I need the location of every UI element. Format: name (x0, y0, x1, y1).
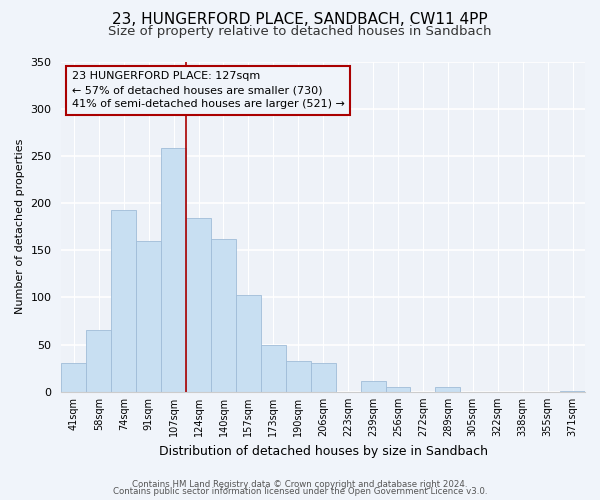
X-axis label: Distribution of detached houses by size in Sandbach: Distribution of detached houses by size … (159, 444, 488, 458)
Text: Contains public sector information licensed under the Open Government Licence v3: Contains public sector information licen… (113, 487, 487, 496)
Bar (161, 148, 186, 392)
Bar (136, 241, 161, 392)
Y-axis label: Number of detached properties: Number of detached properties (15, 139, 25, 314)
Bar (286, 360, 311, 392)
Bar (311, 364, 335, 392)
Bar (186, 218, 211, 392)
Text: 23, HUNGERFORD PLACE, SANDBACH, CW11 4PP: 23, HUNGERFORD PLACE, SANDBACH, CW11 4PP (112, 12, 488, 28)
Bar (361, 382, 386, 392)
Bar (560, 391, 585, 392)
Bar (436, 387, 460, 392)
Bar (211, 239, 236, 392)
Text: 23 HUNGERFORD PLACE: 127sqm
← 57% of detached houses are smaller (730)
41% of se: 23 HUNGERFORD PLACE: 127sqm ← 57% of det… (72, 72, 345, 110)
Bar (386, 387, 410, 392)
Text: Size of property relative to detached houses in Sandbach: Size of property relative to detached ho… (108, 25, 492, 38)
Bar (261, 344, 286, 392)
Bar (236, 294, 261, 392)
Bar (111, 210, 136, 392)
Bar (86, 330, 111, 392)
Text: Contains HM Land Registry data © Crown copyright and database right 2024.: Contains HM Land Registry data © Crown c… (132, 480, 468, 489)
Bar (61, 364, 86, 392)
